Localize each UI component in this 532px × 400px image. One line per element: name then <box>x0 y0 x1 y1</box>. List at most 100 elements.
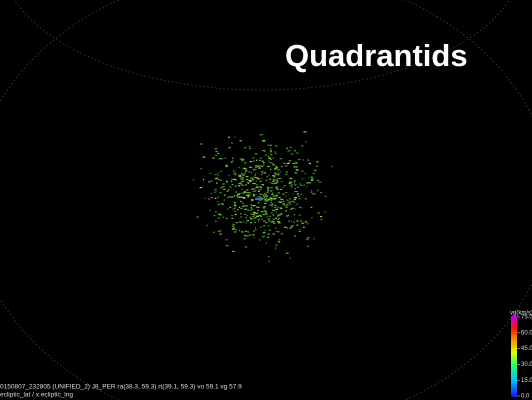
radiant <box>259 157 262 159</box>
radiant <box>223 188 226 190</box>
radiant <box>275 197 278 199</box>
radiant <box>192 179 195 181</box>
radiant <box>215 150 218 153</box>
radiant <box>276 206 279 208</box>
radiant <box>270 190 272 192</box>
radiant <box>288 162 290 164</box>
radiant <box>217 174 219 176</box>
radiant <box>272 180 275 182</box>
radiant <box>278 221 280 223</box>
radiant <box>262 213 265 216</box>
radiant <box>287 202 290 204</box>
radiant <box>268 174 270 176</box>
radiant <box>253 237 255 239</box>
radiant <box>262 149 265 152</box>
radiant <box>278 174 280 176</box>
radiant <box>239 175 241 177</box>
radiant <box>270 153 273 156</box>
radiant <box>272 233 275 235</box>
radiant <box>299 183 301 185</box>
radiant <box>256 206 259 208</box>
radiant <box>274 206 276 208</box>
radiant <box>312 172 315 174</box>
radiant <box>258 220 260 222</box>
radiant <box>316 189 319 191</box>
radiant <box>260 226 262 228</box>
radiant <box>257 219 261 221</box>
radiant <box>274 173 278 175</box>
radiant <box>305 220 307 222</box>
radiant <box>219 179 222 181</box>
radiant <box>270 158 273 160</box>
radiant <box>291 153 294 155</box>
radiant <box>298 198 301 200</box>
radiant <box>268 160 270 162</box>
radiant <box>269 178 272 180</box>
radiant <box>294 184 297 186</box>
radiant <box>256 215 259 217</box>
radiant <box>311 178 314 180</box>
radiant <box>263 206 266 208</box>
radiant <box>304 198 307 200</box>
radiant <box>215 178 218 180</box>
radiant <box>242 180 244 183</box>
radiant <box>261 174 262 176</box>
radiant <box>310 206 313 208</box>
colorbar <box>511 316 517 397</box>
radiant <box>253 218 256 220</box>
radiant <box>301 170 304 172</box>
radiant <box>263 202 267 205</box>
radiant <box>301 222 305 224</box>
radiant <box>241 188 243 190</box>
radiant <box>277 221 280 223</box>
radiant <box>240 221 243 223</box>
radiant <box>253 168 257 170</box>
radiant <box>253 211 256 214</box>
radiant <box>251 199 254 201</box>
radiant <box>298 214 302 216</box>
radiant <box>288 182 291 184</box>
radiant <box>295 172 298 174</box>
radiant <box>233 210 236 212</box>
radiant <box>268 260 270 262</box>
radiant <box>275 165 277 167</box>
radiant <box>285 173 288 175</box>
radiant <box>274 247 277 249</box>
radiant <box>289 181 293 183</box>
radiant <box>210 180 213 182</box>
radiant <box>266 195 269 197</box>
radiant <box>273 182 277 184</box>
radiant <box>272 164 275 166</box>
radiant <box>271 205 274 207</box>
radiant <box>278 177 282 179</box>
radiant <box>276 195 279 197</box>
radiant <box>266 175 268 178</box>
radiant <box>292 193 294 195</box>
radiant <box>247 209 250 211</box>
radiant <box>244 170 248 172</box>
radiant <box>282 199 284 201</box>
radiant <box>262 173 264 175</box>
radiant <box>283 185 286 187</box>
radiant <box>227 197 229 199</box>
radiant <box>240 207 243 209</box>
radiant <box>288 160 292 162</box>
radiant <box>238 221 241 223</box>
radiant <box>252 157 255 159</box>
radiant <box>267 190 270 192</box>
radiant <box>331 165 333 168</box>
radiant <box>286 227 289 229</box>
radiant <box>250 177 253 179</box>
radiant <box>253 182 256 185</box>
radiant <box>247 196 250 198</box>
radiant <box>254 221 256 223</box>
radiant <box>214 148 217 150</box>
radiant <box>292 163 296 165</box>
radiant <box>272 175 274 177</box>
radiant <box>209 172 212 174</box>
radiant <box>294 197 296 199</box>
radiant <box>241 205 245 208</box>
radiant <box>228 147 231 149</box>
radiant <box>264 212 267 215</box>
radiant <box>206 224 208 227</box>
